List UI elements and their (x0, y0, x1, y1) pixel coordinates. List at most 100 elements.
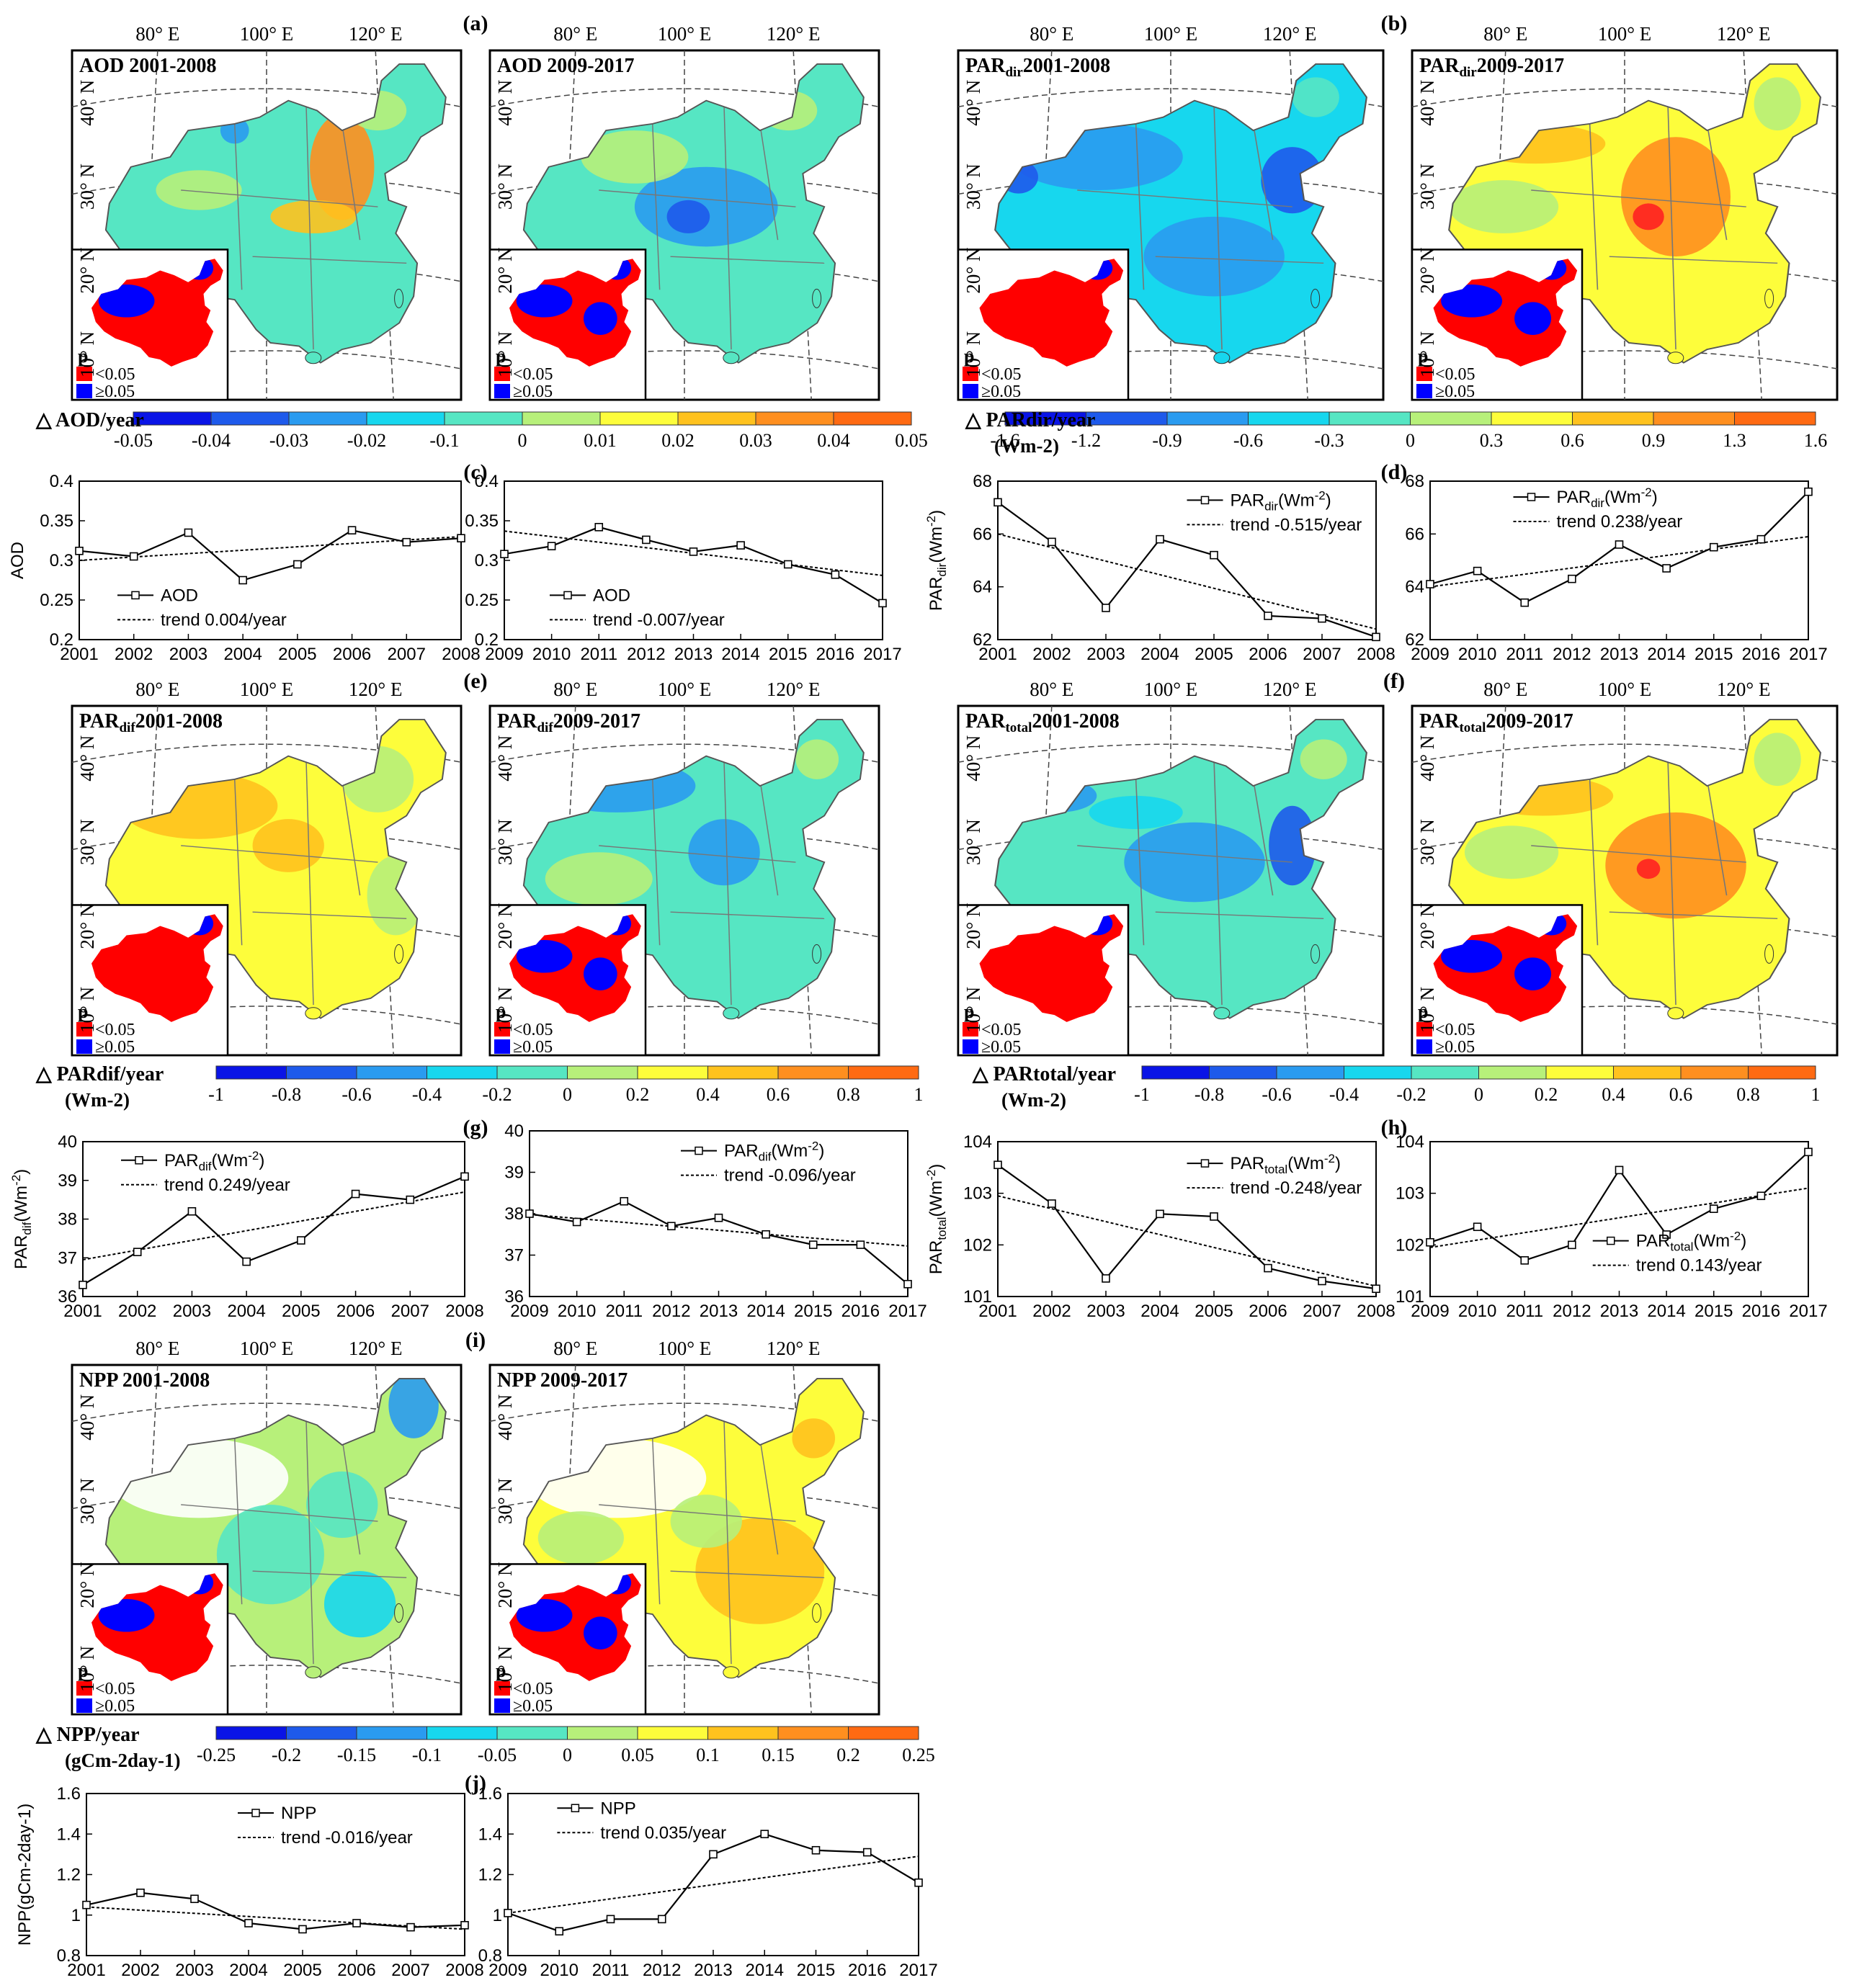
data-point (783, 560, 792, 569)
map-anomaly-region (1300, 739, 1347, 779)
longitude-label: 120° E (1263, 679, 1317, 700)
x-tick-label: 2015 (794, 1302, 832, 1321)
colorbar-title: △ PARdir/year (965, 409, 1095, 431)
legend-trend-label: trend -0.515/year (1231, 515, 1362, 534)
province-border (341, 1438, 361, 1555)
x-tick-label: 2017 (1789, 645, 1827, 664)
latitude-label: 30° N (963, 164, 984, 210)
colorbar-tick-label: 0 (563, 1084, 572, 1105)
map-anomaly-region (216, 1505, 324, 1605)
latitude-label: 10° N (76, 987, 98, 1033)
x-tick-label: 2016 (1742, 1302, 1780, 1321)
province-border (1077, 189, 1292, 207)
colorbar-tick-label: -0.2 (272, 1745, 301, 1765)
colorbar-segment (833, 411, 912, 426)
map-anomaly-region (1605, 812, 1746, 919)
legend-series-label: PARdir(Wm-2) (1231, 488, 1331, 513)
chart-axes-box (86, 1793, 465, 1956)
x-tick-label: 2013 (694, 1961, 732, 1980)
x-tick-label: 2014 (1647, 1302, 1685, 1321)
colorbar-title: △ PARdif/year (35, 1063, 164, 1085)
data-point (1102, 604, 1110, 612)
non-significant-area (1061, 957, 1098, 990)
p-legend-lt-label: <0.05 (513, 1021, 553, 1039)
colorbar-tick-label: 0.01 (584, 430, 617, 451)
data-point (187, 1206, 197, 1216)
latitude-label: 30° N (1416, 819, 1438, 865)
y-tick-label: 0.3 (475, 551, 499, 570)
x-tick-label: 2016 (841, 1302, 880, 1321)
significance-map (509, 914, 641, 1022)
data-point (238, 576, 247, 585)
p-legend-blue-swatch (494, 1698, 510, 1713)
hainan-island (723, 1666, 740, 1679)
data-point (594, 522, 604, 532)
p-legend-lt-label: <0.05 (1435, 1021, 1475, 1039)
longitude-label: 120° E (349, 679, 403, 700)
colorbar-title: △ PARtotal/year (972, 1063, 1116, 1085)
x-tick-label: 2010 (540, 1961, 579, 1980)
latitude-label: 30° N (76, 164, 98, 210)
colorbar-segment (1344, 1065, 1412, 1080)
map-panel: p <0.05≥0.05 PARdif2009-2017 (490, 706, 879, 1057)
non-significant-area (1441, 940, 1503, 973)
latitude-label: 40° N (76, 735, 98, 782)
map-panel: p <0.05≥0.05 NPP 2009-2017 (490, 1365, 879, 1716)
province-border (341, 123, 361, 241)
colorbar-title: △ AOD/year (35, 409, 144, 431)
data-point (1210, 550, 1218, 560)
p-legend-lt-label: <0.05 (1435, 365, 1475, 384)
longitude-label: 80° E (553, 1338, 597, 1359)
province-border (233, 779, 243, 946)
data-point (79, 1281, 87, 1289)
latitude-label: 40° N (76, 80, 98, 126)
latitude-label: 20° N (76, 903, 98, 949)
data-point (1473, 566, 1482, 576)
map-anomaly-region (1621, 137, 1731, 257)
province-border (723, 762, 732, 1006)
non-significant-area (516, 1599, 573, 1632)
x-tick-label: 2003 (169, 645, 207, 664)
map-panel: p <0.05≥0.05 PARdif2001-2008 (72, 706, 461, 1057)
x-tick-label: 2006 (337, 1961, 375, 1980)
y-tick-label: 0.35 (465, 511, 499, 531)
province-border (341, 779, 361, 896)
y-tick-label: 68 (1405, 472, 1424, 491)
hainan-island (723, 1007, 740, 1020)
map-anomaly-region (156, 170, 242, 210)
p-legend-title: p (1418, 1001, 1428, 1022)
p-legend-blue-swatch (76, 1039, 92, 1054)
p-legend-blue-swatch (1416, 384, 1432, 398)
legend-series-label: PARdir(Wm-2) (1557, 485, 1658, 510)
x-tick-label: 2001 (60, 645, 98, 664)
data-point (878, 599, 887, 608)
province-border (1155, 256, 1324, 264)
map-title: NPP 2001-2008 (79, 1369, 210, 1392)
colorbar-tick-label: 0 (1474, 1084, 1483, 1105)
non-significant-area (584, 1616, 617, 1649)
colorbar-tick-label: -0.4 (412, 1084, 442, 1105)
longitude-label: 100° E (240, 23, 294, 45)
non-significant-area (98, 940, 155, 973)
longitude-label: 120° E (349, 23, 403, 45)
data-point (1048, 537, 1056, 547)
province-border (651, 123, 661, 290)
latitude-label: 10° N (494, 1646, 516, 1692)
x-tick-label: 2011 (1506, 1302, 1543, 1321)
data-point (1426, 580, 1434, 588)
province-border (1589, 779, 1599, 946)
chart-axes-box (82, 1141, 465, 1297)
x-tick-label: 2008 (1357, 645, 1395, 664)
colorbar-tick-label: -1.2 (1071, 430, 1101, 451)
non-significant-area (1441, 285, 1503, 318)
panel-label-d: (d) (1381, 460, 1408, 484)
legend-series-marker (695, 1146, 703, 1155)
data-point (831, 570, 840, 579)
colorbar-segment (848, 1726, 919, 1740)
data-point (689, 547, 698, 556)
colorbar: -0.05 -0.04 -0.03 -0.02 -0.1 0 0.01 0.02 0.03 0.0… (35, 409, 928, 451)
colorbar-segment (133, 411, 212, 426)
province-border (1213, 107, 1223, 350)
data-point (1568, 1240, 1576, 1250)
longitude-label: 120° E (1717, 23, 1771, 45)
